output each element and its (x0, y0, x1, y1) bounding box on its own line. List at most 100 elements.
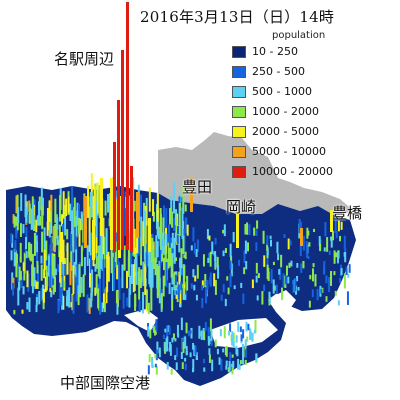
population-bar (63, 205, 66, 217)
population-bar (309, 274, 312, 280)
population-bar (45, 256, 48, 266)
population-bar (194, 345, 197, 355)
population-bar (162, 275, 165, 297)
population-bar (325, 275, 328, 284)
population-bar (180, 317, 183, 331)
population-bar (18, 281, 21, 290)
population-bar (132, 218, 135, 256)
population-bar (318, 236, 321, 246)
population-bar (168, 245, 171, 267)
population-bar (42, 288, 45, 303)
population-bar (167, 224, 170, 243)
population-bar (184, 336, 187, 349)
population-bar (201, 280, 204, 288)
population-bar (108, 218, 111, 227)
population-bar (128, 206, 131, 248)
population-bar (202, 358, 205, 364)
population-bar (344, 251, 347, 263)
population-bar (308, 242, 311, 247)
legend-item: 10000 - 20000 (232, 165, 400, 178)
population-bar (337, 300, 340, 306)
population-bar (54, 223, 57, 247)
population-bar (298, 219, 301, 234)
population-bar (251, 279, 254, 289)
population-bar (11, 272, 14, 290)
population-bar (279, 268, 282, 280)
population-bar (83, 257, 86, 276)
population-bar (222, 348, 225, 353)
population-bar (43, 249, 46, 270)
population-bar (65, 198, 68, 217)
population-bar (232, 231, 235, 243)
population-bar (204, 290, 207, 304)
population-bar (184, 204, 187, 212)
legend-item: 5000 - 10000 (232, 145, 400, 158)
population-bar (200, 331, 203, 337)
population-bar (145, 244, 148, 267)
population-bar (58, 240, 61, 258)
population-bar (62, 239, 65, 265)
population-bar (69, 203, 72, 222)
population-bar (66, 229, 69, 240)
population-bar (335, 252, 338, 258)
population-bar (174, 232, 177, 243)
population-bar (228, 330, 231, 336)
population-bar (272, 279, 275, 294)
population-bar (19, 256, 22, 263)
place-label-okazaki: 岡崎 (226, 198, 257, 216)
population-bar (50, 290, 53, 298)
population-bar (111, 252, 114, 291)
population-bar (185, 217, 188, 232)
population-bar (63, 280, 66, 289)
population-bar (117, 100, 120, 250)
population-bar (60, 287, 63, 306)
population-bar (266, 243, 269, 251)
legend-swatch (232, 46, 246, 58)
population-bar (177, 333, 180, 338)
population-bar (134, 247, 137, 256)
population-bar (47, 255, 50, 277)
population-bar (177, 226, 180, 235)
population-bar (330, 210, 333, 232)
population-bar (155, 235, 158, 263)
population-bar (223, 224, 226, 237)
population-bar (175, 294, 178, 299)
population-bar (255, 242, 258, 251)
population-bar (319, 243, 322, 251)
population-bar (192, 269, 195, 278)
population-bar (160, 233, 163, 250)
population-bar (232, 332, 235, 343)
population-bar (144, 226, 147, 253)
population-bar (132, 177, 135, 221)
population-bar (40, 255, 43, 264)
population-bar (154, 257, 157, 276)
population-bar (239, 326, 242, 333)
population-bar (262, 230, 265, 244)
population-bar (20, 193, 23, 211)
population-bar (206, 229, 209, 240)
population-bar (72, 295, 75, 314)
population-bar (75, 246, 78, 266)
population-bar (139, 277, 142, 288)
population-bar (160, 292, 163, 309)
map-title: 2016年3月13日（日）14時 (140, 8, 335, 26)
legend-swatch (232, 166, 246, 178)
population-bar (169, 344, 172, 356)
population-bar (294, 278, 297, 292)
population-bar (302, 261, 305, 269)
population-bar (180, 281, 183, 291)
population-bar (44, 276, 47, 293)
population-bar (207, 257, 210, 263)
population-bar (268, 291, 271, 297)
population-bar (147, 365, 150, 375)
population-bar (89, 252, 92, 273)
population-bar (236, 212, 239, 248)
population-bar (195, 294, 198, 301)
population-bar (183, 266, 186, 276)
population-bar (269, 235, 272, 239)
population-bar (142, 221, 145, 247)
population-bar (110, 231, 113, 274)
population-bar (165, 233, 168, 247)
population-bar (196, 264, 199, 279)
population-bar (78, 264, 81, 289)
